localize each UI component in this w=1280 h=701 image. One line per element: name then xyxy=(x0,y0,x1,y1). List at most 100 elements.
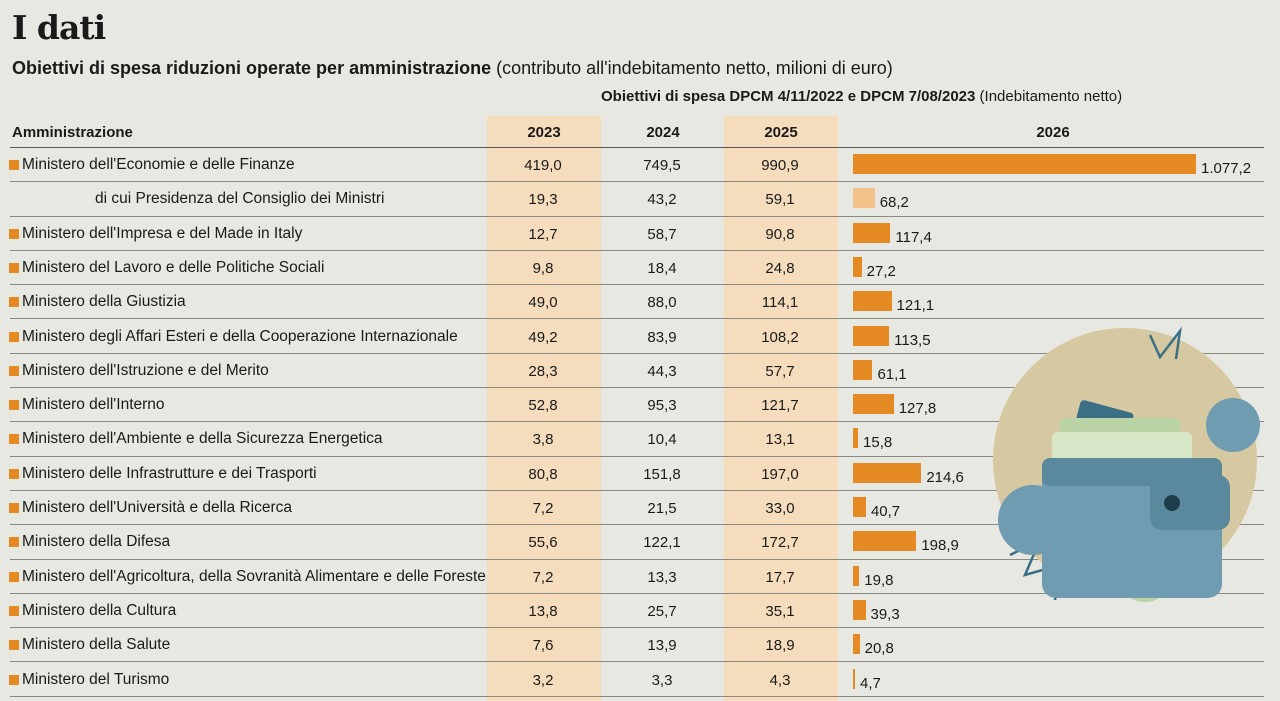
column-band-2023 xyxy=(487,116,601,701)
row-marker xyxy=(9,400,19,411)
bar-value-2026: 121,1 xyxy=(896,297,935,315)
row-separator xyxy=(10,249,1264,251)
bar-value-2026: 198,9 xyxy=(921,537,959,555)
bar-2026 xyxy=(853,531,917,552)
cell-2025: 990,9 xyxy=(761,157,799,174)
row-separator xyxy=(10,181,1264,183)
row-marker xyxy=(9,331,19,342)
row-label: Ministero dell'Interno xyxy=(22,396,165,414)
header-rule xyxy=(10,147,1264,148)
row-label: Ministero del Turismo xyxy=(22,670,170,688)
bar-value-2026: 113,5 xyxy=(894,331,931,349)
cell-2024: 749,5 xyxy=(643,157,681,174)
row-marker xyxy=(9,297,19,308)
header-amministrazione: Amministrazione xyxy=(12,124,133,141)
cell-2024: 83,9 xyxy=(647,328,677,346)
row-marker xyxy=(9,571,19,582)
row-marker xyxy=(9,674,19,685)
cell-2025: 33,0 xyxy=(765,500,795,517)
note-rest: (Indebitamento netto) xyxy=(979,88,1123,105)
cell-2024: 44,3 xyxy=(647,362,677,380)
bar-value-2026: 19,8 xyxy=(864,571,894,589)
table-row: Ministero dell'Agricoltura, della Sovran… xyxy=(0,560,1280,594)
table-row: Ministero della Difesa 55,6 122,1 172,7 198,… xyxy=(0,525,1280,560)
cell-2025: 59,1 xyxy=(765,191,795,209)
cell-2023: 12,7 xyxy=(528,225,558,243)
table-row: Ministero dell'Università e della Ricerc… xyxy=(0,491,1280,526)
bar-2026 xyxy=(853,188,875,209)
row-separator xyxy=(10,421,1264,423)
row-separator xyxy=(10,524,1264,526)
row-label: Ministero dell'Agricoltura, della Sovran… xyxy=(22,567,486,585)
row-marker xyxy=(9,503,19,513)
table-row: di cui Presidenza del Consiglio dei Mini… xyxy=(0,182,1280,217)
table-row: Ministero dell'Economie e delle Finanze 4… xyxy=(0,148,1280,183)
cell-2025: 114,1 xyxy=(761,294,799,312)
wallet-illustration xyxy=(993,326,1260,602)
row-label: Ministero dell'Istruzione e del Merito xyxy=(22,361,269,379)
row-separator xyxy=(10,284,1264,286)
table-row: Ministero delle Infrastrutture e dei Tra… xyxy=(0,457,1280,491)
cell-2025: 35,1 xyxy=(765,602,795,620)
header-2023: 2023 xyxy=(527,124,561,141)
bar-2026 xyxy=(853,599,866,620)
cell-2025: 17,7 xyxy=(765,568,795,586)
bar-value-2026: 68,2 xyxy=(879,194,909,212)
cell-2025: 90,8 xyxy=(765,225,795,243)
bar-2026 xyxy=(853,497,866,517)
table-row: Ministero della Salute 7,6 13,9 18,9 20,8 xyxy=(0,628,1280,663)
cell-2023: 55,6 xyxy=(528,534,558,552)
row-label: Ministero dell'Ambiente e della Sicurezz… xyxy=(22,430,383,448)
cell-2023: 9,8 xyxy=(532,259,554,277)
cell-2023: 80,8 xyxy=(528,465,558,483)
cell-2024: 13,3 xyxy=(647,568,677,586)
cell-2024: 88,0 xyxy=(647,294,677,312)
bar-2026 xyxy=(853,222,891,243)
bar-2026 xyxy=(853,394,894,415)
cell-2023: 49,0 xyxy=(528,294,558,312)
row-marker xyxy=(9,605,19,616)
cell-2025: 121,7 xyxy=(761,397,799,415)
bar-value-2026: 39,3 xyxy=(870,605,900,623)
table-row: Ministero dell'Interno 52,8 95,3 121,7 127,8 xyxy=(0,388,1280,423)
cell-2024: 3,3 xyxy=(651,671,673,689)
cell-2025: 13,1 xyxy=(765,431,795,449)
bar-value-2026: 4,7 xyxy=(860,674,881,692)
header-2024: 2024 xyxy=(646,124,680,141)
bar-value-2026: 214,6 xyxy=(926,468,964,486)
cell-2023: 13,8 xyxy=(528,602,558,620)
cell-2023: 52,8 xyxy=(528,397,558,415)
bar-2026 xyxy=(853,565,860,586)
row-separator xyxy=(10,661,1264,663)
cell-2023: 3,8 xyxy=(532,431,554,449)
row-separator xyxy=(10,455,1264,457)
cell-2023: 28,3 xyxy=(528,362,558,380)
bar-2026 xyxy=(853,325,890,346)
cell-2023: 7,2 xyxy=(532,500,554,517)
row-marker xyxy=(9,262,19,273)
bar-value-2026: 1.077,2 xyxy=(1201,160,1252,177)
row-label: Ministero dell'Impresa e del Made in Ita… xyxy=(22,224,303,242)
cell-2025: 108,2 xyxy=(761,328,799,346)
bar-2026 xyxy=(853,291,892,312)
row-separator xyxy=(10,318,1264,320)
row-marker xyxy=(9,640,19,651)
cell-2023: 19,3 xyxy=(528,191,558,209)
bar-2026 xyxy=(853,668,855,689)
cell-2023: 7,2 xyxy=(532,568,554,586)
cell-2024: 43,2 xyxy=(647,191,677,209)
row-label: Ministero degli Affari Esteri e della Co… xyxy=(22,327,458,345)
table-row: Ministero della Giustizia 49,0 88,0 114,1 12… xyxy=(0,285,1280,320)
row-separator xyxy=(10,558,1264,560)
cell-2023: 419,0 xyxy=(524,157,562,174)
cell-2025: 4,3 xyxy=(769,671,791,689)
header-2025: 2025 xyxy=(764,124,798,141)
row-separator xyxy=(10,695,1264,697)
chart-title: I dati xyxy=(12,8,106,47)
note-bold: Obiettivi di spesa DPCM 4/11/2022 e DPCM… xyxy=(601,88,976,105)
table-row: Ministero dell'Ambiente e della Sicurezz… xyxy=(0,422,1280,457)
cell-2025: 18,9 xyxy=(765,637,795,655)
row-separator xyxy=(10,387,1264,389)
row-separator xyxy=(10,592,1264,594)
row-separator xyxy=(10,627,1264,629)
